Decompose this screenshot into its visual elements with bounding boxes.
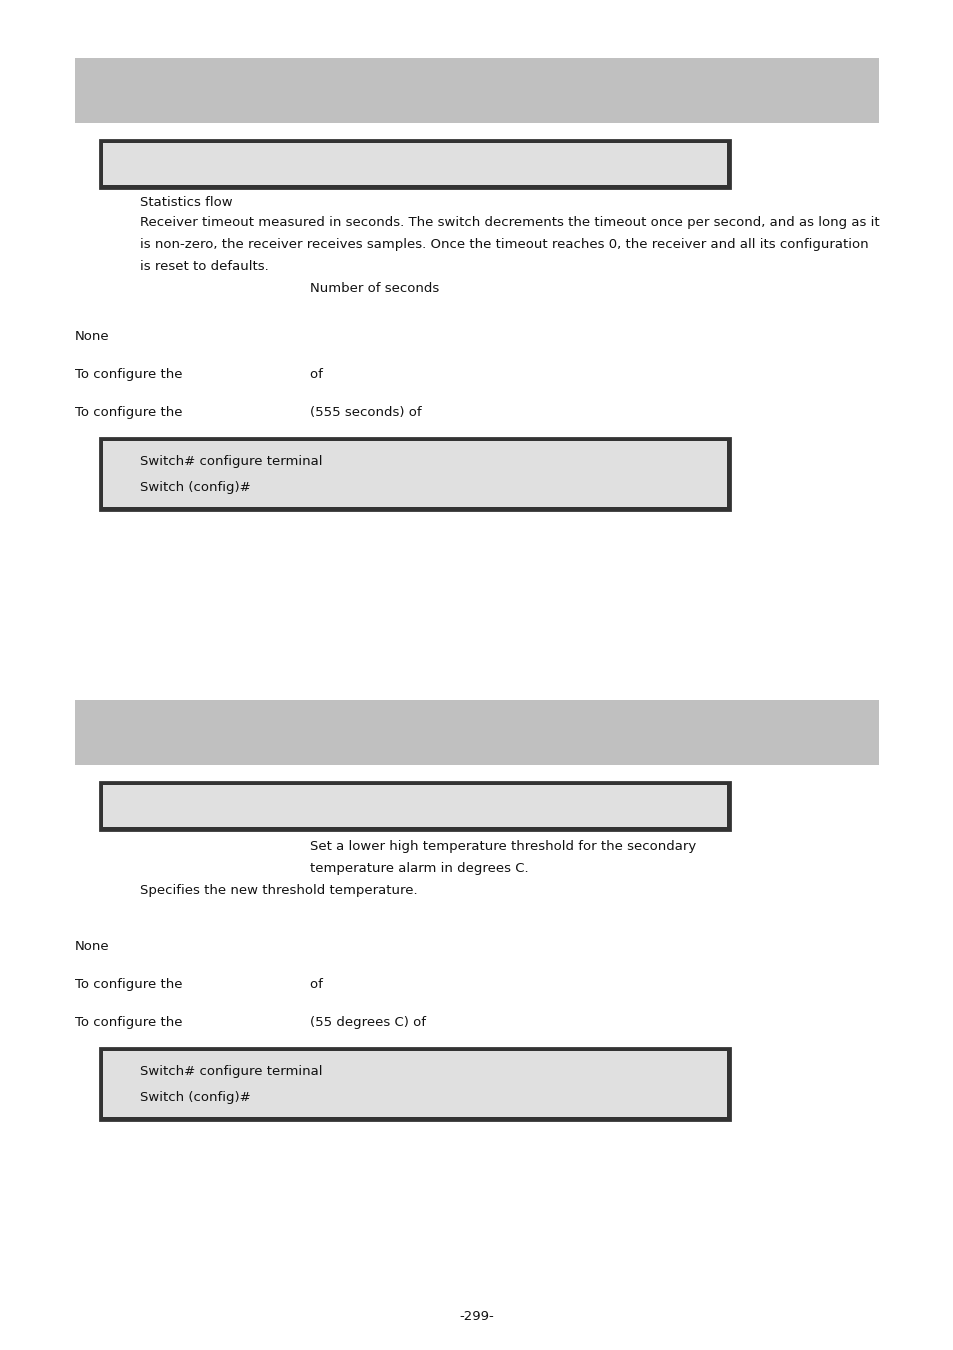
Text: To configure the                              of: To configure the of — [75, 977, 322, 991]
Bar — [75, 58, 878, 123]
Bar — [103, 784, 726, 828]
Bar — [103, 1052, 726, 1116]
Text: Receiver timeout measured in seconds. The switch decrements the timeout once per: Receiver timeout measured in seconds. Th… — [140, 216, 879, 230]
Text: -299-: -299- — [459, 1310, 494, 1323]
Bar — [100, 1048, 729, 1120]
Text: Switch (config)#: Switch (config)# — [140, 1091, 251, 1104]
Text: is reset to defaults.: is reset to defaults. — [140, 261, 269, 273]
Text: Specifies the new threshold temperature.: Specifies the new threshold temperature. — [140, 884, 417, 896]
Bar — [100, 140, 729, 188]
Text: Switch (config)#: Switch (config)# — [140, 481, 251, 494]
Text: None: None — [75, 329, 110, 343]
Text: Statistics flow: Statistics flow — [140, 196, 233, 209]
Text: is non-zero, the receiver receives samples. Once the timeout reaches 0, the rece: is non-zero, the receiver receives sampl… — [140, 238, 868, 251]
Text: To configure the                              (55 degrees C) of: To configure the (55 degrees C) of — [75, 1017, 426, 1029]
Bar — [103, 143, 726, 185]
Bar — [100, 437, 729, 510]
Bar — [100, 782, 729, 830]
Text: Switch# configure terminal: Switch# configure terminal — [140, 455, 322, 468]
Text: To configure the                              of: To configure the of — [75, 369, 322, 381]
Text: To configure the                              (555 seconds) of: To configure the (555 seconds) of — [75, 406, 421, 418]
Text: Set a lower high temperature threshold for the secondary: Set a lower high temperature threshold f… — [310, 840, 696, 853]
Text: Number of seconds: Number of seconds — [310, 282, 438, 296]
Text: Switch# configure terminal: Switch# configure terminal — [140, 1065, 322, 1079]
Text: None: None — [75, 940, 110, 953]
Bar — [75, 701, 878, 765]
Text: temperature alarm in degrees C.: temperature alarm in degrees C. — [310, 863, 528, 875]
Bar — [103, 441, 726, 508]
